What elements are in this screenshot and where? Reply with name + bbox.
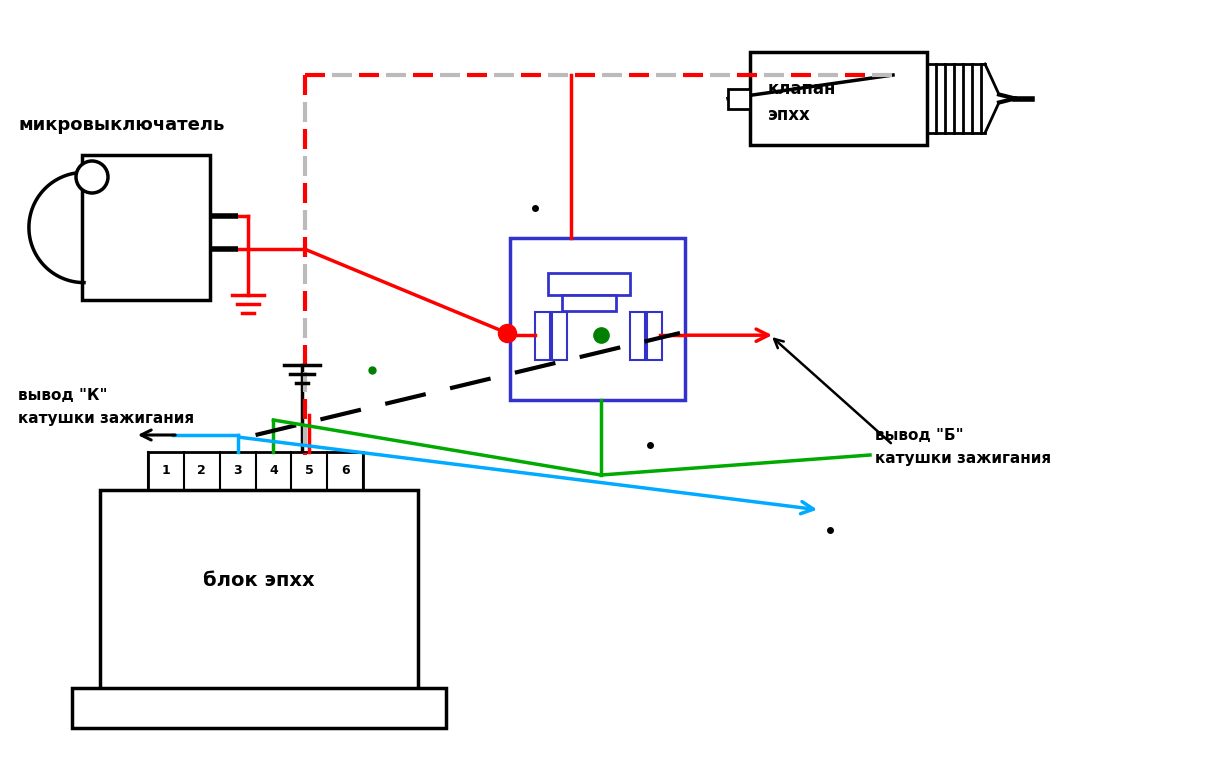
- Bar: [535, 311, 550, 359]
- Text: 3: 3: [233, 463, 241, 476]
- Text: катушки зажигания: катушки зажигания: [875, 450, 1051, 466]
- Text: 2: 2: [198, 463, 206, 476]
- Text: микровыключатель: микровыключатель: [18, 116, 225, 134]
- Bar: [548, 273, 630, 295]
- Bar: [552, 311, 567, 359]
- Text: клапан: клапан: [768, 80, 836, 98]
- Bar: [728, 89, 750, 109]
- Text: вывод "К": вывод "К": [18, 388, 107, 402]
- Bar: [511, 238, 686, 400]
- Text: 4: 4: [269, 463, 278, 476]
- Bar: [562, 295, 616, 311]
- Text: вывод "Б": вывод "Б": [875, 427, 963, 443]
- Text: блок эпхх: блок эпхх: [203, 571, 315, 590]
- Text: 1: 1: [162, 463, 170, 476]
- Bar: [100, 490, 418, 690]
- Text: 5: 5: [305, 463, 314, 476]
- Bar: [647, 311, 661, 359]
- Text: 6: 6: [340, 463, 349, 476]
- Text: катушки зажигания: катушки зажигания: [18, 410, 194, 426]
- Bar: [148, 452, 363, 490]
- Bar: [750, 52, 927, 145]
- Text: эпхх: эпхх: [768, 106, 811, 124]
- Bar: [82, 155, 210, 300]
- Circle shape: [76, 161, 107, 193]
- Bar: [72, 688, 447, 728]
- Bar: [630, 311, 645, 359]
